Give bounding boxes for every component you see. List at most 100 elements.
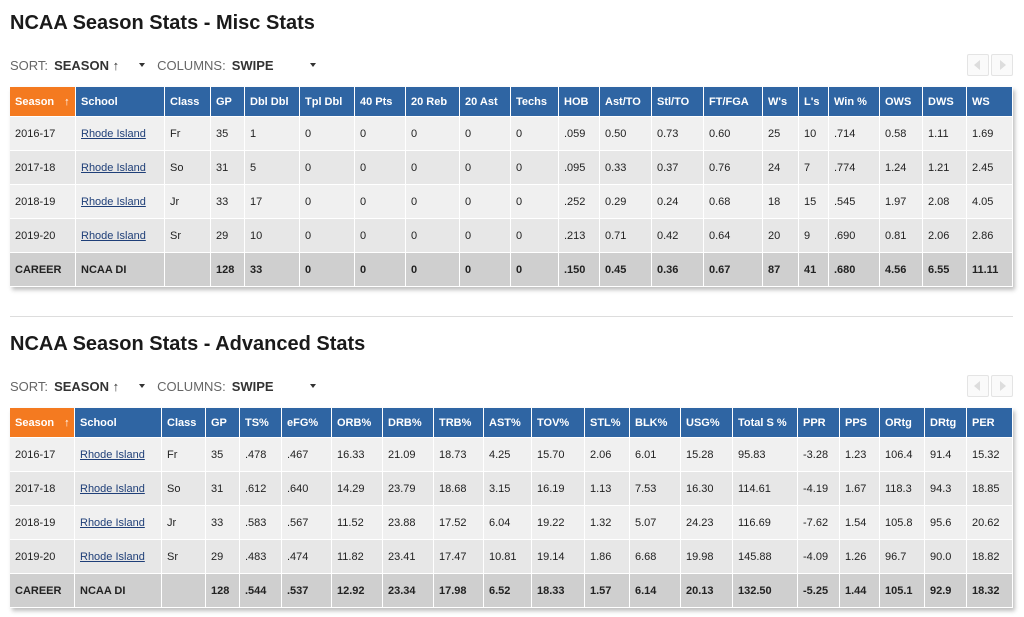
column-header[interactable]: DWS <box>923 87 967 117</box>
prev-button[interactable] <box>967 375 989 397</box>
column-header[interactable]: ORB% <box>332 408 383 438</box>
table-cell: 0.24 <box>652 185 704 219</box>
table-cell: -4.19 <box>798 472 840 506</box>
table-cell: 0 <box>300 185 355 219</box>
controls: SORT: SEASON ↑ COLUMNS: SWIPE <box>10 379 328 394</box>
column-header[interactable]: PPR <box>798 408 840 438</box>
table-cell: 31 <box>211 151 245 185</box>
table-cell: 0 <box>406 219 460 253</box>
column-header[interactable]: OWS <box>880 87 923 117</box>
columns-dropdown[interactable]: SWIPE <box>231 379 274 394</box>
prev-button[interactable] <box>967 54 989 76</box>
school-link[interactable]: Rhode Island <box>81 127 146 140</box>
column-header[interactable]: W's <box>763 87 799 117</box>
table-cell: 2.06 <box>585 438 630 472</box>
header-text: PPR <box>803 416 826 429</box>
sort-dropdown[interactable]: SEASON ↑ <box>54 379 120 394</box>
table-cell: 1.13 <box>585 472 630 506</box>
column-header[interactable]: WS <box>967 87 1013 117</box>
column-header[interactable]: eFG% <box>282 408 332 438</box>
table-cell: 91.4 <box>925 438 967 472</box>
table-cell: .252 <box>559 185 600 219</box>
school-link[interactable]: Rhode Island <box>80 448 145 461</box>
table-header: Season ↑ School Class GP Dbl Dbl Tpl Dbl 40 Pts… <box>10 87 1013 117</box>
table-cell: 0.73 <box>652 117 704 151</box>
table-cell: 33 <box>245 253 300 287</box>
table-cell: 0 <box>300 253 355 287</box>
table-cell: Fr <box>162 438 206 472</box>
table-cell: 0 <box>511 219 559 253</box>
header-text: HOB <box>564 95 589 108</box>
column-header[interactable]: School <box>75 408 162 438</box>
dropdown-caret <box>309 62 316 67</box>
season-row: 2019-20 Rhode Island Sr 29 10 0 0 0 0 0.213 0.71 0.… <box>10 219 1013 253</box>
header-text: Dbl Dbl <box>250 95 289 108</box>
column-header[interactable]: Class <box>162 408 206 438</box>
season-row: 2016-17 Rhode Island Fr 35 1 0 0 0 0 0.059 0.50 0.7… <box>10 117 1013 151</box>
next-button[interactable] <box>991 375 1013 397</box>
column-header[interactable]: USG% <box>681 408 733 438</box>
next-button[interactable] <box>991 54 1013 76</box>
header-text: PER <box>972 416 995 429</box>
season-row: 2017-18 Rhode Island So 31 5 0 0 0 0 0.095 0.33 0.3… <box>10 151 1013 185</box>
column-header[interactable]: HOB <box>559 87 600 117</box>
column-header[interactable]: GP <box>211 87 245 117</box>
column-header[interactable]: 20 Reb <box>406 87 460 117</box>
table-cell: 18.85 <box>967 472 1013 506</box>
column-header[interactable]: L's <box>799 87 829 117</box>
column-header[interactable]: TS% <box>240 408 282 438</box>
column-header[interactable]: PER <box>967 408 1013 438</box>
column-header[interactable]: TRB% <box>434 408 484 438</box>
column-header[interactable]: Season ↑ <box>10 87 76 117</box>
column-header[interactable]: DRtg <box>925 408 967 438</box>
column-header[interactable]: GP <box>206 408 240 438</box>
table-cell: .483 <box>240 540 282 574</box>
table-cell: 4.25 <box>484 438 532 472</box>
columns-dropdown[interactable]: SWIPE <box>231 58 274 73</box>
column-header[interactable]: TOV% <box>532 408 585 438</box>
table-cell: 23.34 <box>383 574 434 608</box>
school-link[interactable]: Rhode Island <box>80 550 145 563</box>
column-header[interactable]: Tpl Dbl <box>300 87 355 117</box>
column-header[interactable]: BLK% <box>630 408 681 438</box>
table-cell: 1.24 <box>880 151 923 185</box>
column-header[interactable]: AST% <box>484 408 532 438</box>
column-header[interactable]: Season ↑ <box>10 408 75 438</box>
sort-dropdown[interactable]: SEASON ↑ <box>54 58 120 73</box>
table-cell: 21.09 <box>383 438 434 472</box>
column-header[interactable]: PPS <box>840 408 880 438</box>
table-cell: 12.92 <box>332 574 383 608</box>
column-header[interactable]: Stl/TO <box>652 87 704 117</box>
school-link[interactable]: Rhode Island <box>80 482 145 495</box>
school-link[interactable]: Rhode Island <box>80 516 145 529</box>
school-link[interactable]: Rhode Island <box>81 195 146 208</box>
column-header[interactable]: ORtg <box>880 408 925 438</box>
column-header[interactable]: STL% <box>585 408 630 438</box>
column-header[interactable]: School <box>76 87 165 117</box>
table-cell: Rhode Island <box>76 219 165 253</box>
season-row: 2018-19 Rhode Island Jr 33 17 0 0 0 0 0.252 0.29 0.… <box>10 185 1013 219</box>
school-link[interactable]: Rhode Island <box>81 229 146 242</box>
column-header[interactable]: Total S % <box>733 408 798 438</box>
table-cell: 116.69 <box>733 506 798 540</box>
column-header[interactable]: 20 Ast <box>460 87 511 117</box>
column-header[interactable]: FT/FGA <box>704 87 763 117</box>
table-cell: 0.50 <box>600 117 652 151</box>
table-cell: 1.32 <box>585 506 630 540</box>
column-header[interactable]: Ast/TO <box>600 87 652 117</box>
column-header[interactable]: DRB% <box>383 408 434 438</box>
table-cell: 1.23 <box>840 438 880 472</box>
table-cell: 94.3 <box>925 472 967 506</box>
column-header[interactable]: Win % <box>829 87 880 117</box>
column-header[interactable]: 40 Pts <box>355 87 406 117</box>
table-cell: NCAA DI <box>75 574 162 608</box>
column-header[interactable]: Techs <box>511 87 559 117</box>
column-header[interactable]: Dbl Dbl <box>245 87 300 117</box>
table-cell: 0 <box>300 151 355 185</box>
table-cell: 0 <box>460 117 511 151</box>
table-cell: 0.76 <box>704 151 763 185</box>
table-cell: 2.08 <box>923 185 967 219</box>
table-cell: 31 <box>206 472 240 506</box>
column-header[interactable]: Class <box>165 87 211 117</box>
school-link[interactable]: Rhode Island <box>81 161 146 174</box>
